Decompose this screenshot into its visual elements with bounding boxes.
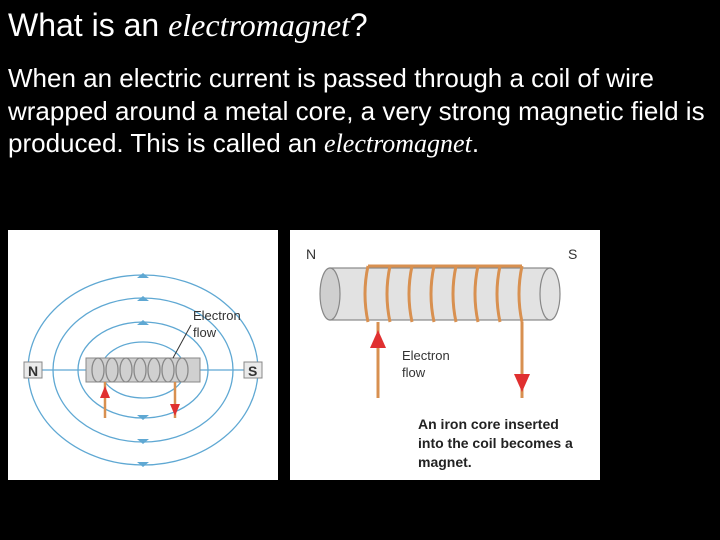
electron-flow-label-right: Electron flow	[402, 348, 450, 382]
slide-body: When an electric current is passed throu…	[0, 44, 720, 161]
pole-n-right: N	[306, 246, 316, 262]
diagram-iron-core: N S Electron flow An iron core inserted …	[290, 230, 600, 480]
body-suffix: .	[472, 128, 479, 158]
diagram-container: N S Electron flow	[8, 230, 600, 480]
pole-s-right: S	[568, 246, 577, 262]
coil-field-svg	[8, 230, 278, 480]
diagram-coil-field: N S Electron flow	[8, 230, 278, 480]
pole-n-label: N	[28, 363, 38, 379]
electron-flow-label-left: Electron flow	[193, 308, 241, 342]
iron-core-caption: An iron core inserted into the coil beco…	[418, 415, 588, 472]
title-italic: electromagnet	[168, 7, 350, 43]
title-suffix: ?	[350, 7, 368, 43]
title-prefix: What is an	[8, 7, 168, 43]
slide-title: What is an electromagnet?	[0, 0, 720, 44]
body-italic: electromagnet	[324, 129, 472, 158]
pole-s-label: S	[248, 363, 257, 379]
